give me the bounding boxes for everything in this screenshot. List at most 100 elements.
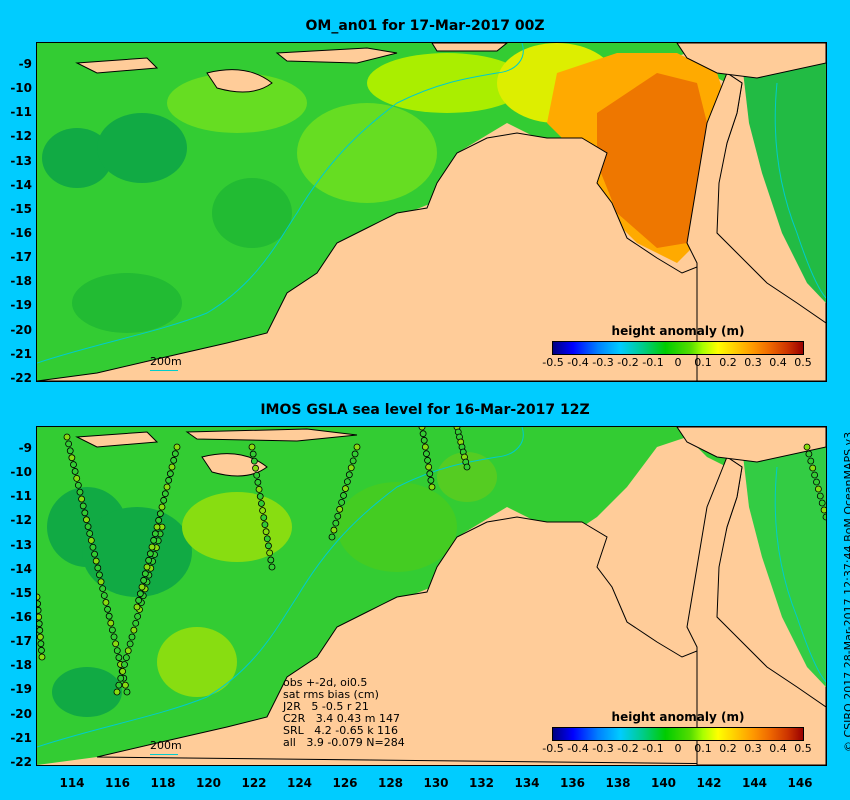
stats-line: SRL 4.2 -0.65 k 116 <box>283 724 399 737</box>
altimeter-obs-point <box>115 654 123 661</box>
altimeter-obs-point <box>81 509 89 517</box>
altimeter-obs-point <box>37 593 41 601</box>
altimeter-obs-point <box>255 485 263 493</box>
altimeter-obs-point <box>463 463 471 471</box>
top-legend-colorbar <box>552 341 804 355</box>
altimeter-obs-point <box>92 557 100 565</box>
altimeter-obs-point <box>254 478 262 486</box>
land-island <box>75 57 159 74</box>
altimeter-obs-point <box>805 450 813 458</box>
altimeter-obs-point <box>158 503 166 511</box>
coral-sea-field <box>742 43 826 303</box>
altimeter-obs-point <box>37 606 42 614</box>
isobath-200m-east <box>774 82 826 299</box>
land-cape-york <box>686 456 826 765</box>
altimeter-obs-point <box>76 488 84 496</box>
altimeter-obs-point <box>334 512 342 520</box>
altimeter-obs-point <box>330 526 338 534</box>
altimeter-obs-point <box>37 640 45 648</box>
altimeter-obs-point <box>122 654 130 662</box>
top-legend-tick: -0.1 <box>642 356 664 369</box>
altimeter-obs-point <box>74 481 82 489</box>
bottom-map-canvas <box>37 427 826 765</box>
top-map-canvas <box>37 43 826 381</box>
altimeter-obs-point <box>38 653 46 661</box>
top-legend-tick: 0 <box>674 356 682 369</box>
altimeter-obs-point <box>110 633 118 641</box>
bottom-legend-tick: 0.2 <box>719 742 737 755</box>
x-tick-label: 116 <box>104 776 131 790</box>
altimeter-obs-point <box>83 516 90 524</box>
altimeter-obs-point <box>65 440 73 448</box>
altimeter-obs-point <box>79 502 87 510</box>
x-tick-label: 140 <box>650 776 677 790</box>
x-tick-label: 136 <box>559 776 586 790</box>
x-tick-label: 146 <box>787 776 813 790</box>
altimeter-obs-point <box>267 556 275 564</box>
bottom-legend-colorbar <box>552 727 804 741</box>
altimeter-obs-point <box>148 543 156 551</box>
altimeter-obs-point <box>420 436 428 444</box>
altimeter-obs-point <box>262 528 270 536</box>
anomaly-patch <box>82 507 192 597</box>
altimeter-obs-point <box>143 563 151 571</box>
coral-sea-field <box>742 427 826 687</box>
x-tick-label: 128 <box>377 776 404 790</box>
x-tick-label: 144 <box>741 776 768 790</box>
stats-line: sat rms bias (cm) <box>283 688 379 701</box>
altimeter-obs-point <box>121 681 129 689</box>
altimeter-obs-point <box>151 530 159 538</box>
top-scale-line <box>150 370 178 371</box>
top-y-tick-label: -17 <box>10 250 32 265</box>
altimeter-obs-point <box>94 564 102 572</box>
altimeter-obs-point <box>347 464 355 472</box>
altimeter-obs-point <box>166 470 174 478</box>
x-tick-label: 138 <box>605 776 631 790</box>
bottom-y-tick-label: -15 <box>10 585 32 600</box>
altimeter-obs-point <box>104 605 111 613</box>
altimeter-obs-point <box>141 570 149 578</box>
top-y-tick-label: -14 <box>10 177 32 192</box>
x-axis: 114 116 118 120 122 124 126 128 130 132 134 136 138 1… <box>0 776 850 796</box>
altimeter-obs-point <box>813 478 820 486</box>
altimeter-obs-point <box>419 430 427 438</box>
anomaly-patch <box>97 113 187 183</box>
land-new-guinea <box>676 43 826 79</box>
altimeter-obs-point <box>249 450 257 458</box>
bottom-legend: height anomaly (m) -0.5 -0.4 -0.3 -0.2 -0.1 0… <box>542 710 811 755</box>
x-tick-label: 120 <box>195 776 222 790</box>
bottom-y-tick-label: -17 <box>10 634 32 649</box>
x-tick-label: 122 <box>241 776 267 790</box>
top-legend-tick: 0.2 <box>719 356 737 369</box>
altimeter-obs-point <box>427 476 435 484</box>
top-y-tick-label: -15 <box>10 201 32 216</box>
isobath-200m <box>37 43 524 364</box>
credit-text: © CSIRO 2017 28-Mar-2017 12:37:44 BoM Oc… <box>842 431 850 752</box>
top-y-tick-label: -20 <box>10 322 32 337</box>
bottom-y-axis: -9 -10 -11 -12 -13 -14 -15 -16 -17 -18 -19 -20 -21 -2… <box>0 426 34 769</box>
anomaly-patch <box>52 667 122 717</box>
bottom-map-panel <box>36 426 827 766</box>
altimeter-obs-point <box>100 592 108 599</box>
bottom-legend-tick: 0.5 <box>794 742 812 755</box>
altimeter-obs-point <box>263 535 271 543</box>
bottom-legend-tick: 0.4 <box>769 742 787 755</box>
bottom-legend-tick: 0.1 <box>694 742 712 755</box>
altimeter-obs-point <box>809 464 817 472</box>
altimeter-obs-point <box>815 485 822 493</box>
altimeter-obs-point <box>336 505 344 513</box>
isobath-200m-east <box>774 466 826 683</box>
land-gulf <box>37 43 826 381</box>
bottom-y-tick-label: -11 <box>10 489 32 504</box>
bottom-y-tick-label: -22 <box>10 754 32 769</box>
altimeter-tracks <box>37 427 826 696</box>
altimeter-obs-point <box>803 443 811 451</box>
altimeter-obs-point <box>97 578 105 586</box>
x-tick-label: 132 <box>468 776 495 790</box>
altimeter-obs-point <box>37 626 44 634</box>
altimeter-obs-point <box>807 457 815 465</box>
x-tick-label: 142 <box>696 776 722 790</box>
altimeter-obs-point <box>161 490 169 498</box>
top-y-tick-label: -18 <box>10 274 32 289</box>
altimeter-obs-point <box>332 519 340 527</box>
